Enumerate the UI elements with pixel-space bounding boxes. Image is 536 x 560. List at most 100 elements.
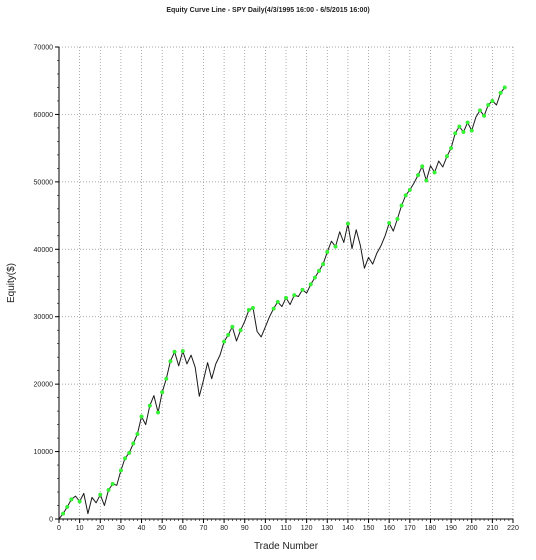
new-high-marker	[465, 120, 470, 125]
new-high-marker	[461, 129, 466, 134]
new-high-marker	[457, 124, 462, 129]
new-high-marker	[333, 244, 338, 249]
x-tick-label: 50	[158, 525, 166, 532]
new-high-marker	[308, 282, 313, 287]
x-axis-label: Trade Number	[254, 541, 319, 552]
x-tick-label: 10	[76, 525, 84, 532]
x-tick-label: 0	[57, 525, 61, 532]
tick-labels: 0 10 20 30 40 50 60 70 80 90 100 110 120 130 140 150 160…	[34, 45, 519, 533]
y-axis-label: Equity($)	[6, 263, 17, 303]
new-high-marker	[444, 154, 449, 159]
y-tick-label: 30000	[34, 314, 54, 321]
y-tick-label: 50000	[34, 179, 54, 186]
new-high-marker	[432, 170, 437, 175]
chart-title: Equity Curve Line - SPY Daily(4/3/1995 1…	[166, 7, 369, 14]
new-high-marker	[469, 128, 474, 133]
new-high-marker	[180, 349, 185, 354]
new-high-marker	[106, 488, 111, 493]
axes	[55, 46, 514, 523]
x-tick-label: 110	[280, 525, 291, 532]
new-high-marker	[131, 441, 136, 446]
new-high-marker	[230, 324, 235, 329]
new-high-marker	[486, 102, 491, 107]
new-high-marker	[399, 203, 404, 208]
new-high-marker	[160, 390, 165, 395]
new-high-marker	[98, 492, 103, 497]
new-high-marker	[77, 499, 82, 504]
new-high-marker	[127, 450, 132, 455]
new-high-marker	[292, 293, 297, 298]
new-high-marker	[284, 295, 289, 300]
new-high-marker	[164, 376, 169, 381]
grid-lines	[59, 46, 514, 519]
new-high-marker	[345, 221, 350, 226]
x-tick-label: 40	[138, 525, 146, 532]
x-tick-label: 70	[200, 525, 208, 532]
x-tick-label: 180	[425, 525, 437, 532]
new-high-marker	[317, 268, 322, 273]
new-high-marker	[135, 432, 140, 437]
x-tick-label: 160	[383, 525, 395, 532]
new-high-marker	[416, 173, 421, 178]
x-tick-label: 220	[507, 525, 519, 532]
new-high-marker	[226, 332, 231, 337]
new-high-marker	[123, 456, 128, 461]
x-tick-label: 100	[260, 525, 272, 532]
x-tick-label: 90	[241, 525, 249, 532]
new-high-marker	[271, 306, 276, 311]
new-high-marker	[420, 164, 425, 169]
new-high-marker	[407, 187, 412, 192]
new-high-marker	[453, 131, 458, 136]
x-tick-label: 140	[342, 525, 354, 532]
new-high-marker	[387, 220, 392, 225]
new-high-marker	[482, 113, 487, 118]
new-high-marker	[69, 497, 74, 502]
new-high-marker	[424, 178, 429, 183]
new-high-marker	[449, 146, 454, 151]
new-high-marker	[139, 414, 144, 419]
x-tick-label: 20	[96, 525, 104, 532]
x-tick-label: 80	[220, 525, 228, 532]
new-high-marker	[172, 349, 177, 354]
x-tick-label: 200	[466, 525, 478, 532]
new-high-marker	[275, 299, 280, 304]
equity-line	[58, 87, 506, 520]
x-tick-label: 150	[363, 525, 375, 532]
x-tick-label: 120	[301, 525, 313, 532]
new-high-marker	[325, 249, 330, 254]
x-tick-label: 60	[179, 525, 187, 532]
new-high-marker	[118, 468, 123, 473]
y-tick-label: 60000	[34, 112, 54, 119]
new-high-marker	[147, 403, 152, 408]
new-high-marker	[395, 216, 400, 221]
new-high-marker	[300, 287, 305, 292]
new-high-marker	[502, 85, 507, 90]
new-high-marker	[321, 262, 326, 267]
new-high-marker	[61, 511, 66, 516]
new-high-marker	[477, 108, 482, 113]
new-high-marker	[156, 410, 161, 415]
new-high-marker	[490, 98, 495, 103]
series-layer	[58, 85, 507, 520]
x-tick-label: 30	[117, 525, 125, 532]
y-tick-label: 20000	[34, 382, 54, 389]
new-high-marker	[65, 504, 70, 509]
x-tick-label: 170	[404, 525, 416, 532]
new-high-marker	[222, 339, 227, 344]
new-high-marker	[498, 90, 503, 95]
x-tick-label: 190	[445, 525, 457, 532]
y-tick-label: 40000	[34, 247, 54, 254]
new-high-marker	[246, 307, 251, 312]
new-high-marker	[312, 275, 317, 280]
new-high-marker	[110, 481, 115, 486]
y-tick-label: 70000	[34, 45, 54, 52]
y-tick-label: 10000	[34, 449, 54, 456]
new-high-marker	[250, 305, 255, 310]
y-tick-label: 0	[49, 517, 53, 524]
new-high-marker	[238, 328, 243, 333]
new-high-marker	[168, 359, 173, 364]
x-tick-label: 210	[487, 525, 499, 532]
new-high-marker	[403, 193, 408, 198]
